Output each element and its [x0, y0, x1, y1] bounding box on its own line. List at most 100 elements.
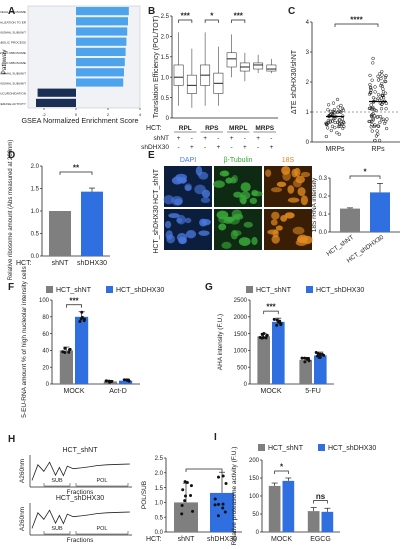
- sign: +: [230, 135, 234, 142]
- data-point: [217, 475, 221, 479]
- y-tick-label: 0.5: [161, 96, 170, 102]
- y-tick-label: 0: [166, 116, 170, 122]
- cell: [218, 223, 227, 231]
- significance-bracket: [349, 175, 381, 179]
- data-point: [342, 124, 346, 129]
- sign: +: [243, 144, 247, 151]
- data-point: [373, 97, 377, 101]
- bar: [257, 336, 270, 384]
- y-tick-label: 2.5: [155, 456, 164, 462]
- data-point: [221, 506, 225, 510]
- data-point: [337, 109, 341, 113]
- significance-label: *: [210, 12, 214, 21]
- pathway-bar: [76, 37, 127, 46]
- cell: [163, 195, 174, 205]
- data-point: [279, 323, 283, 327]
- pol-bracket: [75, 483, 129, 487]
- data-point: [223, 510, 227, 514]
- data-point: [337, 121, 341, 126]
- data-point: [331, 109, 335, 113]
- y-tick-label: 1.5: [155, 486, 164, 492]
- y-tick-label: 2000: [234, 315, 248, 321]
- data-point: [335, 97, 340, 102]
- y-tick-label: 1: [306, 110, 310, 116]
- data-point: [303, 356, 307, 360]
- panel-letter: F: [8, 282, 14, 293]
- legend-label: HCT_shNT: [56, 287, 92, 294]
- sign: -: [178, 144, 180, 151]
- data-point: [224, 481, 228, 485]
- significance-label: ****: [350, 16, 363, 25]
- data-point: [324, 134, 329, 139]
- data-point: [375, 115, 379, 119]
- data-point: [381, 117, 385, 121]
- image-row-label: HCT_shDHX30: [153, 205, 160, 253]
- pathway-bar: [36, 98, 76, 107]
- y-tick-label: 20: [42, 365, 49, 371]
- pathway-bar: [76, 68, 124, 77]
- data-point: [80, 310, 84, 314]
- box: [226, 52, 237, 68]
- sign: +: [269, 144, 273, 151]
- data-point: [127, 378, 131, 382]
- bar: [272, 321, 285, 384]
- cell: [231, 174, 238, 184]
- significance-bracket: [204, 19, 219, 23]
- data-point: [335, 120, 340, 125]
- x-tick-label: 4: [139, 112, 142, 117]
- cell: [176, 232, 187, 242]
- y-axis-title: Relative proteasome activity (F.U.): [231, 447, 238, 546]
- pol-label: POL: [96, 478, 107, 484]
- x-tick-label: 2: [107, 112, 110, 117]
- panel-letter: A: [8, 6, 15, 17]
- data-point: [370, 113, 374, 117]
- data-point: [378, 120, 382, 125]
- y-tick-label: 3: [306, 50, 310, 56]
- y-tick-label: 0: [244, 382, 248, 388]
- panel-g: G HCT_shNT HCT_shDHX30 0 500 1000 1500 2000 2500…: [205, 282, 364, 395]
- data-point: [368, 82, 372, 87]
- pathway-bar: [76, 7, 129, 16]
- panel-i: I HCT_shNT HCT_shDHX30 0 50 100 150 200 Relative…: [214, 432, 376, 545]
- data-point: [376, 78, 381, 82]
- data-point: [68, 348, 72, 352]
- significance-bracket: [59, 171, 93, 175]
- bar: [174, 502, 198, 532]
- sub-label: SUB: [51, 526, 63, 532]
- pathway-bar: [76, 58, 125, 67]
- data-point: [110, 379, 114, 383]
- data-point: [380, 73, 384, 77]
- data-point: [381, 87, 385, 91]
- data-point: [381, 90, 386, 94]
- data-point: [369, 113, 374, 118]
- x-axis-title: Fractions: [67, 489, 94, 496]
- data-point: [217, 502, 221, 506]
- sub-bracket: [43, 531, 71, 535]
- y-tick-label: 0: [256, 530, 260, 536]
- data-point: [369, 103, 373, 107]
- sign: +: [177, 135, 181, 142]
- data-point: [377, 138, 382, 143]
- bar: [370, 192, 390, 232]
- data-point: [335, 131, 339, 135]
- y-tick-label: 0: [306, 140, 310, 146]
- data-point: [265, 334, 269, 338]
- cell: [240, 182, 251, 192]
- data-point: [384, 126, 389, 131]
- y-tick-label: 1.0: [31, 209, 40, 215]
- bar: [49, 211, 71, 256]
- data-point: [337, 132, 341, 136]
- legend-swatch: [306, 286, 313, 293]
- data-point: [180, 503, 184, 507]
- sign: -: [204, 144, 206, 151]
- data-point: [67, 350, 71, 354]
- data-point: [373, 138, 377, 143]
- y-tick-label: 4: [306, 20, 310, 26]
- data-point: [370, 78, 374, 82]
- y-tick-label: 60: [42, 332, 49, 338]
- x-tick-label: RPs: [371, 146, 385, 153]
- cell: [270, 219, 278, 226]
- panel-f: F HCT_shNT HCT_shDHX30 0 20 40 60 80 100 5-EU-RNA…: [8, 266, 164, 418]
- panel-letter: B: [148, 6, 155, 17]
